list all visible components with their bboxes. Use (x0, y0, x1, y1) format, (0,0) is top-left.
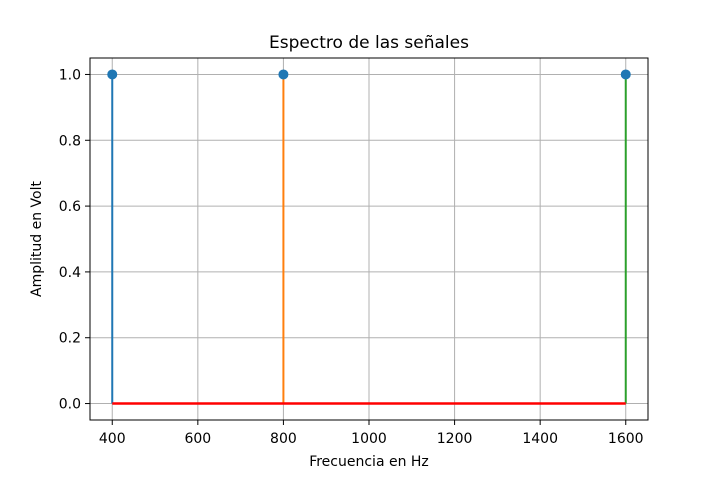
x-tick-label: 800 (270, 431, 297, 447)
y-axis-title: Amplitud en Volt (29, 181, 45, 297)
y-tick-label: 1.0 (59, 67, 81, 83)
y-tick-label: 0.6 (59, 199, 81, 215)
y-tick-label: 0.0 (59, 397, 81, 413)
stem-marker (620, 69, 631, 80)
x-tick-label: 600 (184, 431, 211, 447)
y-tick-label: 0.4 (59, 265, 81, 281)
x-axis-title: Frecuencia en Hz (309, 454, 429, 470)
x-tick-label: 400 (99, 431, 126, 447)
stem-marker (107, 69, 118, 80)
chart-title: Espectro de las señales (269, 33, 469, 53)
x-tick-label: 1000 (351, 431, 387, 447)
x-tick-label: 1200 (437, 431, 473, 447)
x-tick-label: 1600 (608, 431, 644, 447)
x-tick-label: 1400 (522, 431, 558, 447)
y-tick-label: 0.8 (59, 133, 81, 149)
grid (90, 58, 648, 420)
ticks: 400 600 800 1000 1200 1400 1600 0.0 0.2 0.4 0.6 0.8… (59, 67, 644, 447)
plot-data (107, 69, 631, 405)
stem-marker (278, 69, 289, 80)
y-tick-label: 0.2 (59, 331, 81, 347)
